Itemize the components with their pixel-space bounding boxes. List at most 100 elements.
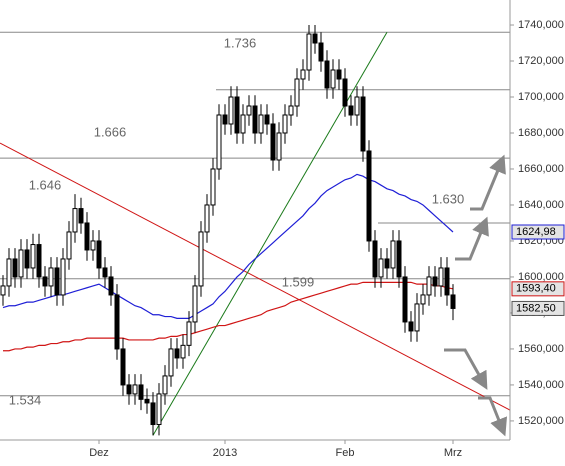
y-tick-label: 1520,000 xyxy=(518,415,564,427)
candle-body xyxy=(288,105,294,116)
y-tick-label: 1660,000 xyxy=(518,163,564,175)
x-tick-label: 2013 xyxy=(213,447,237,459)
candle-body xyxy=(324,60,330,89)
candle-body xyxy=(120,348,126,386)
candle-body xyxy=(300,69,306,80)
y-tick-label: 1680,000 xyxy=(518,127,564,139)
candle-body xyxy=(108,276,114,296)
arrow xyxy=(455,216,489,261)
candle-body xyxy=(408,321,414,332)
candle-body xyxy=(312,33,318,44)
y-tick-label: 1720,000 xyxy=(518,55,564,67)
candle-body xyxy=(102,267,108,278)
candle-body xyxy=(264,114,270,125)
axis: 1520,0001540,0001560,0001580,0001600,000… xyxy=(89,19,565,459)
candle-body xyxy=(402,276,408,323)
candle-body xyxy=(180,344,186,359)
candle-body xyxy=(114,294,120,350)
candle-body xyxy=(372,240,378,278)
candle-body xyxy=(228,96,234,125)
candle-body xyxy=(450,294,456,309)
price-label: 1582,50 xyxy=(516,302,556,314)
candle-body xyxy=(396,240,402,278)
candle-body xyxy=(366,150,372,242)
price-label: 1624,98 xyxy=(516,226,556,238)
candle-body xyxy=(198,231,204,287)
candle-body xyxy=(276,132,282,161)
lines xyxy=(0,31,510,436)
candle-body xyxy=(294,78,300,107)
levels: 1.736 1.666 1.646 1.630 1.599 1.534 xyxy=(0,31,510,407)
candle-body xyxy=(258,114,264,134)
level-label: 1.646 xyxy=(29,177,62,192)
candle-body xyxy=(354,96,360,116)
candle-body xyxy=(72,208,78,233)
candle-body xyxy=(240,114,246,134)
candle-body xyxy=(444,267,450,296)
candle-body xyxy=(438,267,444,287)
candle-body xyxy=(270,123,276,161)
y-tick-label: 1600,000 xyxy=(518,271,564,283)
candle-body xyxy=(174,348,180,359)
candle-body xyxy=(48,267,54,287)
trendline xyxy=(152,31,388,436)
x-tick-label: Mrz xyxy=(444,447,462,459)
candle-body xyxy=(330,69,336,89)
candle-body xyxy=(432,276,438,287)
candle-body xyxy=(96,240,102,269)
candle-body xyxy=(246,105,252,116)
candle-body xyxy=(168,348,174,377)
candle-body xyxy=(192,285,198,323)
candle-body xyxy=(342,78,348,107)
y-tick-label: 1700,000 xyxy=(518,91,564,103)
arrow xyxy=(444,348,488,390)
candle-body xyxy=(126,384,132,395)
candle-body xyxy=(204,204,210,233)
candle-body xyxy=(162,375,168,395)
candle-body xyxy=(6,258,12,287)
level-label: 1.736 xyxy=(224,35,257,50)
level-label: 1.666 xyxy=(94,124,127,139)
price-box xyxy=(511,281,565,297)
candle-body xyxy=(36,244,42,278)
candle-body xyxy=(384,258,390,269)
level-label: 1.599 xyxy=(282,274,315,289)
level-label: 1.534 xyxy=(9,392,42,407)
candle-body xyxy=(222,114,228,125)
candle-body xyxy=(0,285,6,296)
candle-body xyxy=(378,258,384,278)
candle-body xyxy=(30,244,36,269)
candle-body xyxy=(234,96,240,134)
candle-body xyxy=(318,42,324,62)
candle-body xyxy=(24,249,30,269)
candle-body xyxy=(210,168,216,206)
candle-body xyxy=(336,69,342,80)
candle-body xyxy=(186,321,192,346)
y-tick-label: 1560,000 xyxy=(518,343,564,355)
arrow xyxy=(470,154,506,211)
candle-body xyxy=(252,105,258,134)
candle-body xyxy=(360,96,366,152)
candle-body xyxy=(138,384,144,400)
candle-body xyxy=(132,384,138,395)
candle-body xyxy=(42,276,48,287)
y-tick-label: 1540,000 xyxy=(518,379,564,391)
y-tick-label: 1640,000 xyxy=(518,199,564,211)
candle-body xyxy=(66,231,72,260)
arrows xyxy=(444,154,508,437)
candle-body xyxy=(84,222,90,251)
price-box xyxy=(511,224,565,240)
price-label: 1593,40 xyxy=(516,283,556,295)
candle-body xyxy=(144,398,150,404)
candle-body xyxy=(306,33,312,71)
level-label: 1.630 xyxy=(432,191,465,206)
candle-body xyxy=(348,105,354,116)
candle-body xyxy=(216,114,222,170)
candle-body xyxy=(18,249,24,278)
candle-body xyxy=(156,393,162,426)
candle-body xyxy=(78,208,84,224)
candles xyxy=(0,25,456,436)
candle-body xyxy=(150,402,156,426)
y-tick-label: 1740,000 xyxy=(518,19,564,31)
